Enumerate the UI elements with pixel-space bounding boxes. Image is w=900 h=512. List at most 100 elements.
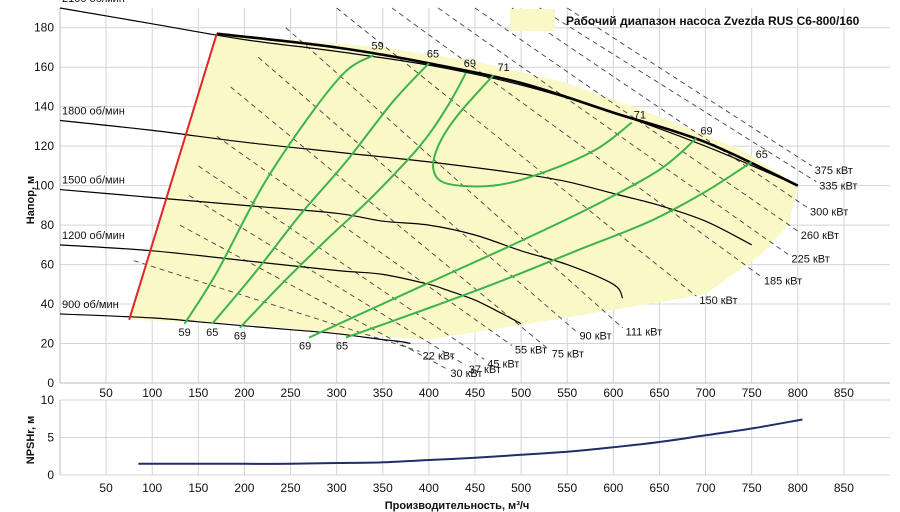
npsh-x-tick-label: 350 [373, 481, 393, 495]
power-line [474, 7, 799, 232]
main-x-tick-label: 250 [281, 386, 301, 400]
min-flow-line [128, 33, 218, 321]
x-axis-label: Производительность, м³/ч [385, 500, 530, 512]
power-line [179, 224, 448, 370]
main-x-tick-label: 800 [788, 386, 808, 400]
main-x-tick-label: 150 [188, 386, 208, 400]
main-x-tick-label: 850 [834, 386, 854, 400]
power-line-label: 111 кВт [626, 327, 663, 339]
npsh-x-tick-label: 50 [99, 481, 113, 495]
efficiency-label-top: 65 [427, 48, 439, 60]
power-line-label: 150 кВт [699, 295, 737, 307]
main-y-tick-label: 180 [34, 21, 54, 35]
efficiency-label: 65 [336, 341, 348, 353]
power-line-label: 260 кВт [801, 230, 839, 242]
npsh-x-tick-label: 700 [696, 481, 716, 495]
npsh-axis-ticks: 50 100 150 200 250 300 350 400 450 500 550 600 650 70… [41, 393, 855, 495]
speed-curve-label: 900 об/мин [62, 299, 119, 311]
speed-curve-label: 1200 об/мин [62, 230, 125, 242]
speed-curve [59, 119, 752, 246]
speed-curve [59, 7, 799, 187]
main-y-tick-label: 160 [34, 60, 54, 74]
main-y-tick-label: 100 [34, 179, 54, 193]
power-line [133, 260, 420, 352]
npsh-x-tick-label: 600 [603, 481, 623, 495]
npsh-y-tick-label: 0 [47, 468, 54, 482]
power-line [391, 7, 762, 277]
npsh-x-tick-label: 250 [281, 481, 301, 495]
main-y-tick-label: 80 [41, 218, 55, 232]
npsh-x-tick-label: 800 [788, 481, 808, 495]
speed-curve-label: 2100 об/мин [62, 0, 125, 5]
power-line-label: 225 кВт [792, 254, 830, 266]
efficiency-label: 59 [179, 327, 191, 339]
legend-swatch [510, 9, 555, 31]
power-line-label: 335 кВт [819, 181, 857, 193]
npsh-y-tick-label: 5 [47, 431, 54, 445]
main-x-tick-label: 350 [373, 386, 393, 400]
power-line-label: 375 кВт [815, 165, 853, 177]
main-y-tick-label: 40 [41, 297, 55, 311]
main-y-tick-label: 20 [41, 337, 55, 351]
main-x-tick-label: 100 [142, 386, 162, 400]
speed-curve-label: 1500 об/мин [62, 175, 125, 187]
efficiency-line [211, 62, 430, 325]
npsh-x-tick-label: 200 [234, 481, 254, 495]
power-line [216, 135, 513, 346]
main-x-tick-label: 50 [99, 386, 113, 400]
legend-label: Рабочий диапазон насоса Zvezda RUS C6-80… [566, 14, 860, 28]
efficiency-line [183, 54, 375, 325]
main-x-tick-label: 550 [557, 386, 577, 400]
efficiency-lines-layer: 59 59 65 65 69 69 71 71 69 69 65 65 [179, 40, 768, 352]
npsh-x-tick-label: 750 [742, 481, 762, 495]
main-x-tick-label: 750 [742, 386, 762, 400]
speed-curve [59, 188, 624, 299]
npsh-y-tick-label: 10 [41, 393, 55, 407]
efficiency-label-top: 59 [372, 40, 384, 52]
main-y-tick-label: 0 [47, 376, 54, 390]
power-line-label: 55 кВт [515, 345, 547, 357]
main-x-tick-label: 650 [649, 386, 669, 400]
main-x-tick-label: 600 [603, 386, 623, 400]
main-x-tick-label: 450 [465, 386, 485, 400]
npsh-x-tick-label: 650 [649, 481, 669, 495]
power-line-label: 300 кВт [810, 206, 848, 218]
power-line [257, 57, 577, 333]
power-line [539, 7, 817, 183]
speed-curve [59, 244, 522, 325]
main-y-tick-label: 140 [34, 100, 54, 114]
npsh-plot-grid [59, 399, 890, 476]
npsh-x-tick-label: 850 [834, 481, 854, 495]
main-x-tick-label: 400 [419, 386, 439, 400]
npsh-x-tick-label: 450 [465, 481, 485, 495]
speed-curve-label: 1800 об/мин [62, 106, 125, 118]
npsh-x-tick-label: 150 [188, 481, 208, 495]
efficiency-line [345, 161, 753, 339]
power-line-label: 45 кВт [487, 358, 519, 370]
efficiency-label: 69 [234, 331, 246, 343]
npsh-curve-layer [138, 418, 803, 465]
power-line-label: 75 кВт [552, 348, 584, 360]
npsh-x-tick-label: 550 [557, 481, 577, 495]
npsh-x-tick-label: 300 [327, 481, 347, 495]
efficiency-label-right: 65 [756, 149, 768, 161]
main-x-tick-label: 300 [327, 386, 347, 400]
efficiency-label-right: 69 [700, 125, 712, 137]
efficiency-line [239, 72, 467, 329]
power-line [285, 27, 623, 329]
efficiency-label-top: 69 [464, 58, 476, 70]
efficiency-label: 65 [206, 327, 218, 339]
power-line [566, 7, 812, 167]
y-axis-label-npsh: NPSHr, м [25, 416, 37, 465]
main-x-tick-label: 200 [234, 386, 254, 400]
npsh-x-tick-label: 500 [511, 481, 531, 495]
main-y-tick-label: 120 [34, 139, 54, 153]
power-line-label: 22 кВт [423, 350, 455, 362]
speed-curves-layer: 2100 об/мин 1800 об/мин 1500 об/мин 1200 об… [59, 0, 799, 345]
power-line-label: 37 кВт [469, 364, 501, 376]
main-x-tick-label: 500 [511, 386, 531, 400]
main-axis-ticks: 50 100 150 200 250 300 350 400 450 500 550 600 650 70… [34, 21, 854, 400]
efficiency-label: 71 [497, 62, 509, 74]
speed-curve [59, 313, 411, 345]
